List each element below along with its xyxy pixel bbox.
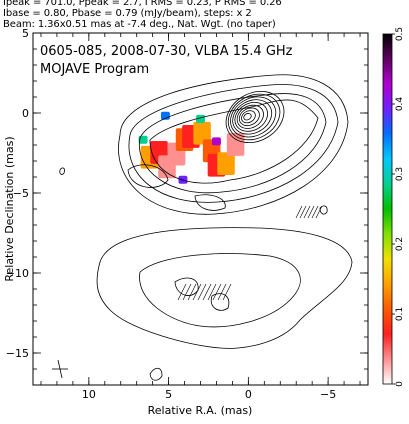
core-contour bbox=[225, 90, 285, 144]
core-contour bbox=[236, 104, 264, 129]
polarization-patch bbox=[217, 152, 235, 176]
chart-subtitle: MOJAVE Program bbox=[40, 62, 149, 77]
y-axis-label: Relative Declination (mas) bbox=[3, 136, 16, 281]
core-contour bbox=[238, 107, 260, 127]
lower-contour bbox=[149, 367, 163, 381]
y-tick-label: −10 bbox=[6, 267, 29, 280]
core-contour bbox=[234, 102, 268, 132]
lower-contour bbox=[139, 253, 301, 328]
colorbar-tick-label: 0.1 bbox=[395, 307, 405, 321]
negative-hatch bbox=[311, 205, 319, 219]
lower-contour bbox=[59, 167, 65, 175]
jet-contour bbox=[149, 99, 319, 184]
negative-hatch bbox=[315, 205, 323, 219]
beam-marker bbox=[52, 359, 68, 379]
colorbar-tick-label: 0.2 bbox=[395, 237, 405, 251]
core-contour bbox=[241, 110, 256, 124]
colorbar-scale bbox=[382, 33, 393, 385]
x-axis-label: Relative R.A. (mas) bbox=[148, 404, 253, 417]
negative-hatch bbox=[307, 205, 315, 219]
lower-contour bbox=[319, 205, 328, 215]
lower-contour bbox=[210, 293, 230, 311]
negative-hatch bbox=[295, 205, 303, 219]
negative-hatch bbox=[299, 205, 307, 219]
core-contour bbox=[243, 113, 252, 121]
jet-contour bbox=[127, 164, 169, 188]
y-tick-label: −15 bbox=[6, 347, 29, 360]
jet-contour bbox=[194, 194, 226, 211]
jet-contour bbox=[138, 93, 327, 194]
negative-hatch bbox=[212, 283, 222, 301]
plot-frame bbox=[32, 32, 369, 386]
axis-ticks bbox=[33, 32, 368, 386]
x-tick-label: 5 bbox=[165, 388, 172, 401]
core-contour bbox=[230, 96, 277, 138]
y-tick-label: −5 bbox=[13, 187, 29, 200]
colorbar-tick-label: 0.3 bbox=[395, 167, 405, 181]
negative-hatch bbox=[202, 283, 212, 301]
header-line-base: Ibase = 0.80, Pbase = 0.79 (mJy/beam), s… bbox=[3, 8, 252, 19]
negative-hatch bbox=[217, 283, 227, 301]
lower-contour bbox=[96, 227, 353, 349]
colorbar: 0 0.1 0.2 0.3 0.4 0.5 bbox=[382, 27, 405, 387]
jet-contour bbox=[118, 74, 349, 215]
x-tick-label: −5 bbox=[320, 388, 336, 401]
jet-contour bbox=[128, 84, 339, 203]
negative-hatch bbox=[177, 283, 187, 301]
negative-hatch bbox=[303, 205, 311, 219]
colorbar-tick-label: 0.5 bbox=[395, 27, 405, 41]
negative-hatch bbox=[182, 283, 192, 301]
polarization-patch bbox=[211, 137, 221, 146]
y-tick-label: 0 bbox=[22, 107, 29, 120]
y-tick-label: 5 bbox=[22, 27, 29, 40]
colorbar-tick-label: 0.4 bbox=[395, 97, 405, 112]
x-tick-label: 0 bbox=[245, 388, 252, 401]
intensity-contours bbox=[59, 74, 353, 381]
polarization-patches bbox=[138, 111, 245, 184]
negative-hatch bbox=[187, 283, 197, 301]
header-line-peak: Ipeak = 701.0, Ppeak = 2.7, I RMS = 0.23… bbox=[3, 0, 282, 8]
polarization-patch bbox=[178, 175, 188, 184]
tick-labels: 10 5 0 −5 5 0 −5 −10 −15 bbox=[6, 27, 336, 401]
negative-hatch bbox=[207, 283, 217, 301]
polarization-patch bbox=[193, 121, 211, 145]
polarization-patch bbox=[138, 135, 148, 144]
negative-hatch bbox=[192, 283, 202, 301]
negative-hatch bbox=[222, 283, 232, 301]
header-line-beam: Beam: 1.36x0.51 mas at -7.4 deg., Nat. W… bbox=[3, 19, 276, 30]
core-contour bbox=[227, 93, 281, 141]
negative-hatch bbox=[197, 283, 207, 301]
chart-title: 0605-085, 2008-07-30, VLBA 15.4 GHz bbox=[40, 44, 293, 59]
x-tick-label: 10 bbox=[82, 388, 96, 401]
core-contour bbox=[232, 99, 273, 135]
colorbar-tick-label: 0 bbox=[395, 381, 405, 387]
